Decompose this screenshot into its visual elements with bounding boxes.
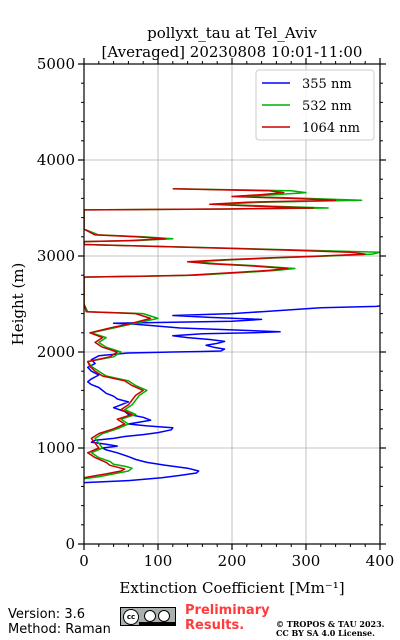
badge-bar bbox=[139, 622, 175, 626]
cc-logo-icon: cc bbox=[123, 609, 139, 625]
legend: 355 nm 532 nm 1064 nm bbox=[255, 69, 375, 141]
x-tick-label: 300 bbox=[292, 552, 321, 570]
cc-license-badge: cc bbox=[120, 607, 176, 626]
legend-box bbox=[255, 69, 375, 141]
x-tick-label: 200 bbox=[218, 552, 247, 570]
y-tick-label: 1000 bbox=[37, 439, 75, 457]
by-icon bbox=[144, 610, 156, 622]
y-tick-label: 4000 bbox=[37, 151, 75, 169]
series-line-1064-nm bbox=[84, 188, 366, 479]
x-tick-label: 100 bbox=[144, 552, 173, 570]
legend-label: 355 nm bbox=[302, 77, 352, 92]
copyright-line1: © TROPOS & TAU 2023. bbox=[276, 619, 385, 629]
sa-icon bbox=[158, 610, 170, 622]
y-tick-label: 0 bbox=[65, 535, 75, 553]
legend-label: 532 nm bbox=[302, 99, 352, 114]
preliminary-notice-line1: Preliminary bbox=[185, 603, 270, 618]
y-tick-label: 5000 bbox=[37, 55, 75, 73]
method-text: Method: Raman bbox=[8, 622, 111, 637]
y-tick-label: 3000 bbox=[37, 247, 75, 265]
copyright-line2: CC BY SA 4.0 License. bbox=[276, 628, 375, 638]
preliminary-notice-line2: Results. bbox=[185, 618, 245, 633]
chart-subtitle: [Averaged] 20230808 10:01-11:00 bbox=[102, 43, 363, 61]
version-text: Version: 3.6 bbox=[8, 607, 85, 622]
y-tick-label: 2000 bbox=[37, 343, 75, 361]
x-axis-label: Extinction Coefficient [Mm⁻¹] bbox=[119, 579, 344, 597]
x-tick-label: 400 bbox=[366, 552, 395, 570]
x-tick-label: 0 bbox=[79, 552, 89, 570]
plot-area bbox=[84, 188, 380, 484]
y-axis-label: Height (m) bbox=[9, 263, 27, 346]
chart-title: pollyxt_tau at Tel_Aviv bbox=[147, 24, 317, 42]
legend-label: 1064 nm bbox=[302, 121, 360, 136]
